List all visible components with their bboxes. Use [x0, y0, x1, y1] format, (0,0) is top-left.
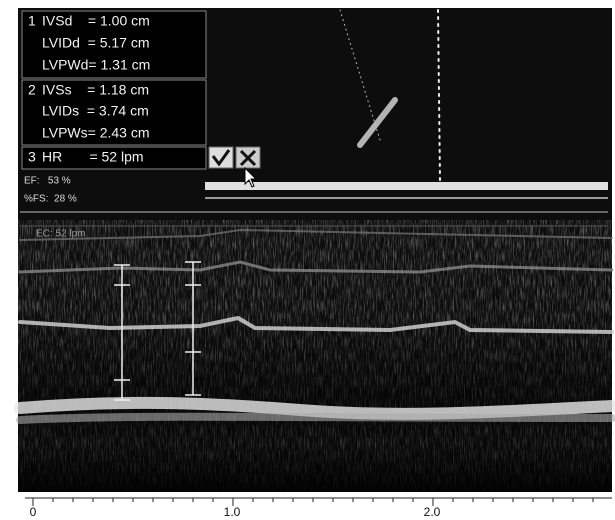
measurement: LVPWd= 1.31 cm	[42, 57, 150, 73]
cursor	[244, 166, 258, 188]
calipers	[114, 261, 201, 401]
ecg-label: EC: 52 lpm	[36, 229, 85, 240]
measurement: IVSs = 1.18 cm	[42, 82, 149, 98]
group-number: 3	[28, 149, 36, 165]
time-label: 1.0	[224, 505, 241, 519]
group-number: 1	[28, 13, 36, 29]
time-ticks	[32, 498, 594, 506]
time-label: 2.0	[424, 505, 441, 519]
fs-result: %FS: 28 %	[24, 194, 77, 205]
measurement: LVIDs = 3.74 cm	[42, 103, 149, 119]
measurement: IVSd = 1.00 cm	[42, 13, 150, 29]
trace-line	[205, 182, 608, 190]
reject-button[interactable]	[235, 146, 261, 169]
shade	[18, 220, 612, 492]
ef-result: EF: 53 %	[24, 176, 71, 187]
group-number: 2	[28, 82, 36, 98]
measurement: LVIDd = 5.17 cm	[42, 35, 150, 51]
measurement-boxes	[21, 10, 207, 170]
accept-button[interactable]	[208, 146, 234, 169]
echo-bands	[14, 9, 615, 424]
measurement: HR = 52 lpm	[42, 149, 144, 165]
measurement: LVPWs= 2.43 cm	[42, 125, 150, 141]
time-label: 0	[30, 505, 37, 519]
